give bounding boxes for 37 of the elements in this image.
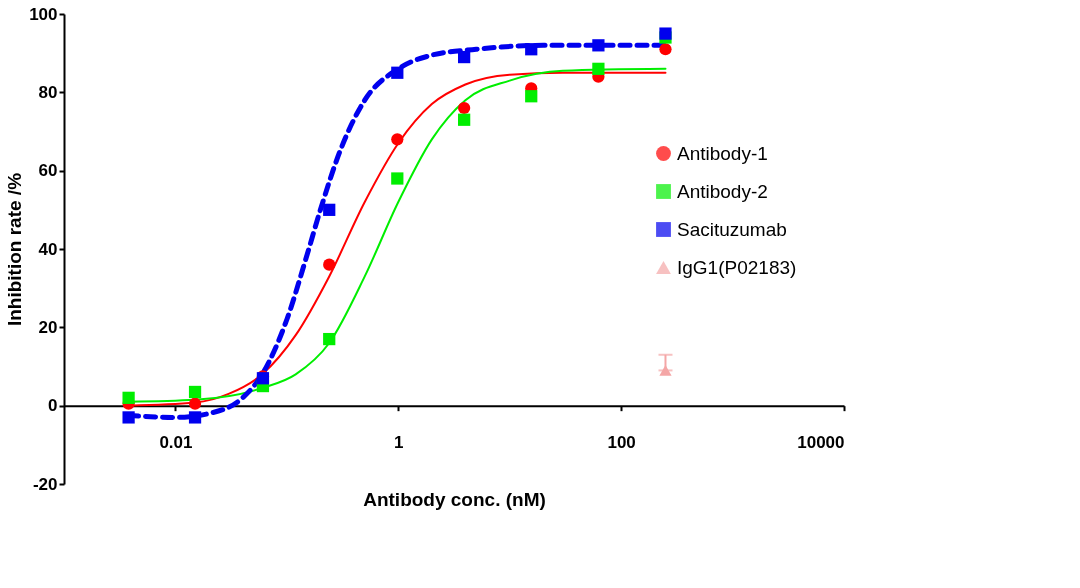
point [458,101,471,115]
point [525,90,538,103]
point [122,411,135,424]
point [323,332,336,346]
y-tick-label: -20 [32,474,58,494]
point [659,27,672,40]
y-tick-label: 80 [38,82,58,102]
x-tick-label: 1 [394,433,404,453]
point [323,258,336,271]
y-tick-label: 40 [38,239,58,259]
point [188,411,202,424]
point [391,66,404,79]
legend-label: Sacituzumab [677,218,787,240]
x-tick-label: 10000 [797,433,845,453]
point [122,391,135,404]
point [592,39,605,52]
x-tick-label: 100 [607,433,636,453]
y-tick-label: 0 [48,396,58,416]
point [188,385,202,399]
point [659,43,672,56]
y-tick-label: 20 [38,317,58,337]
legend-label: Antibody-2 [677,180,768,202]
point [188,397,202,410]
point [391,172,404,185]
point [458,50,471,64]
x-tick-label: 0.01 [159,433,193,453]
point [525,43,538,56]
y-tick-label: 100 [29,4,58,24]
x-axis-title: Antibody conc. (nM) [363,489,546,511]
y-axis-title: Inhibition rate /% [4,172,26,327]
legend-label: Antibody-1 [677,142,768,164]
legend-label: IgG1(P02183) [677,256,797,278]
point [323,203,336,216]
point [592,62,605,75]
point [391,133,404,146]
point [458,113,471,126]
y-tick-label: 60 [38,161,58,181]
